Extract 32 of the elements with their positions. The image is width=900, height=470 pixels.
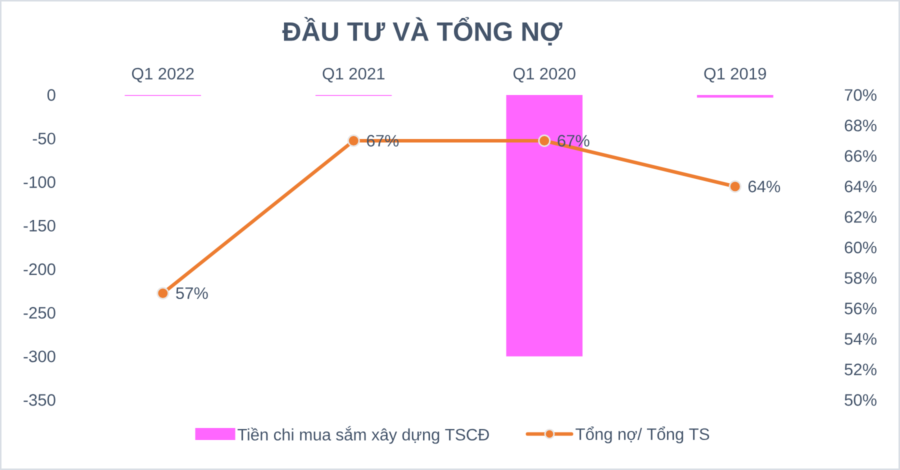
- y2-tick-label: 54%: [844, 333, 876, 345]
- y2-tick-label: 50%: [844, 394, 876, 406]
- x-tick-label: Q1 2022: [132, 68, 194, 82]
- y-tick-label: 0: [47, 89, 56, 101]
- point: [728, 180, 742, 193]
- y-tick-label: -250: [24, 307, 56, 319]
- legend-label: Tổng nợ/ Tổng TS: [576, 426, 710, 444]
- data-label: 64%: [748, 180, 780, 192]
- y2-tick-label: 56%: [844, 302, 876, 314]
- y-tick-label: -200: [24, 263, 56, 276]
- y-tick-label: -50: [32, 132, 56, 144]
- y2-tick-label: 58%: [844, 272, 876, 284]
- x-tick-label: Q1 2020: [514, 68, 576, 82]
- y2-tick-label: 68%: [844, 120, 876, 132]
- point: [538, 134, 551, 147]
- data-label: 57%: [176, 287, 208, 300]
- y2-tick-label: 64%: [844, 180, 876, 192]
- point: [347, 134, 360, 147]
- legend-label: Tiền chi mua sắm xây dựng TSCĐ: [238, 426, 489, 444]
- point: [156, 286, 170, 300]
- y-tick-label: -350: [24, 394, 56, 406]
- chart-title: ĐẦU TƯ VÀ TỔNG NỢ: [282, 16, 562, 46]
- x-tick-label: Q1 2019: [704, 68, 766, 82]
- y2-tick-label: 60%: [844, 242, 876, 254]
- y2-tick-label: 62%: [844, 211, 876, 223]
- y2-tick-label: 66%: [844, 150, 876, 162]
- y-tick-label: -150: [24, 220, 56, 232]
- y2-tick-label: 52%: [844, 364, 876, 376]
- y-tick-label: -100: [24, 176, 56, 188]
- y2-tick-label: 70%: [844, 89, 876, 101]
- x-tick-label: Q1 2021: [322, 68, 384, 82]
- y-tick-label: -300: [24, 350, 56, 362]
